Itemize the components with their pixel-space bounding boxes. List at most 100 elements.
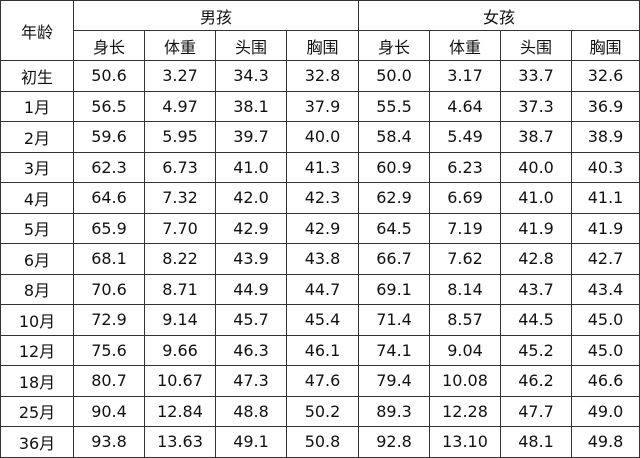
boy-weight-cell: 13.63 — [144, 426, 216, 458]
boy-weight-cell: 10.67 — [144, 365, 216, 397]
boy-chest-cell: 40.0 — [285, 121, 360, 153]
boy-head-cell: 39.7 — [215, 121, 287, 153]
boy-head-cell: 42.0 — [215, 182, 287, 214]
table-row: 3月 62.3 6.73 41.0 41.3 60.9 6.23 40.0 40.3 — [0, 151, 640, 183]
age-header: 年龄 — [0, 0, 74, 61]
girl-weight-cell: 13.10 — [429, 426, 502, 458]
girl-height-cell: 79.4 — [358, 365, 431, 397]
boy-chest-cell: 42.3 — [285, 182, 360, 214]
girl-height-cell: 55.5 — [358, 90, 431, 122]
boy-head-cell: 43.9 — [215, 243, 287, 275]
girl-chest-cell: 41.1 — [571, 182, 640, 214]
girl-head-cell: 41.9 — [500, 212, 573, 244]
boy-height-cell: 72.9 — [73, 304, 145, 336]
age-cell: 36月 — [0, 426, 74, 458]
girl-height-cell: 89.3 — [358, 395, 431, 427]
table-row: 36月 93.8 13.63 49.1 50.8 92.8 13.10 48.1 49.8 — [0, 426, 640, 458]
girl-chest-cell: 45.0 — [571, 304, 640, 336]
girl-chest-cell: 49.0 — [571, 395, 640, 427]
boy-height-cell: 68.1 — [73, 243, 145, 275]
boy-head-cell: 47.3 — [215, 365, 287, 397]
girl-head-cell: 37.3 — [500, 90, 573, 122]
table-row: 5月 65.9 7.70 42.9 42.9 64.5 7.19 41.9 41.9 — [0, 212, 640, 244]
boy-weight-cell: 9.14 — [144, 304, 216, 336]
boy-head-cell: 48.8 — [215, 395, 287, 427]
table-row: 初生 50.6 3.27 34.3 32.8 50.0 3.17 33.7 32.6 — [0, 60, 640, 92]
boy-head-cell: 38.1 — [215, 90, 287, 122]
girl-head-cell: 42.8 — [500, 243, 573, 275]
boy-weight-cell: 7.32 — [144, 182, 216, 214]
boy-height-cell: 56.5 — [73, 90, 145, 122]
boy-head-cell: 46.3 — [215, 334, 287, 366]
table-row: 10月 72.9 9.14 45.7 45.4 71.4 8.57 44.5 45.0 — [0, 304, 640, 336]
girl-weight-cell: 8.14 — [429, 273, 502, 305]
girl-chest-cell: 36.9 — [571, 90, 640, 122]
boy-height-cell: 62.3 — [73, 151, 145, 183]
girl-weight-cell: 7.19 — [429, 212, 502, 244]
boy-weight-cell: 9.66 — [144, 334, 216, 366]
boy-height-cell: 70.6 — [73, 273, 145, 305]
girl-head-cell: 47.7 — [500, 395, 573, 427]
girl-height-cell: 58.4 — [358, 121, 431, 153]
age-cell: 初生 — [0, 60, 74, 92]
table-body: 初生 50.6 3.27 34.3 32.8 50.0 3.17 33.7 32.6 1月 56.5… — [0, 60, 640, 458]
girl-weight-cell: 12.28 — [429, 395, 502, 427]
girl-chest-cell: 45.0 — [571, 334, 640, 366]
boy-height-header: 身长 — [73, 30, 145, 61]
boy-head-cell: 41.0 — [215, 151, 287, 183]
age-cell: 12月 — [0, 334, 74, 366]
boy-head-cell: 44.9 — [215, 273, 287, 305]
boy-chest-cell: 32.8 — [285, 60, 360, 92]
boy-chest-cell: 45.4 — [285, 304, 360, 336]
girl-chest-cell: 32.6 — [571, 60, 640, 92]
boy-chest-cell: 41.3 — [285, 151, 360, 183]
girl-weight-cell: 6.69 — [429, 182, 502, 214]
girl-head-cell: 41.0 — [500, 182, 573, 214]
girl-weight-cell: 5.49 — [429, 121, 502, 153]
boy-head-cell: 49.1 — [215, 426, 287, 458]
boy-head-cell: 34.3 — [215, 60, 287, 92]
girl-head-cell: 48.1 — [500, 426, 573, 458]
girl-chest-cell: 43.4 — [571, 273, 640, 305]
boy-height-cell: 64.6 — [73, 182, 145, 214]
boy-weight-cell: 7.70 — [144, 212, 216, 244]
age-cell: 10月 — [0, 304, 74, 336]
boy-height-cell: 75.6 — [73, 334, 145, 366]
boy-weight-cell: 4.97 — [144, 90, 216, 122]
table-row: 12月 75.6 9.66 46.3 46.1 74.1 9.04 45.2 45.0 — [0, 334, 640, 366]
girl-chest-header: 胸围 — [571, 30, 640, 61]
table-row: 8月 70.6 8.71 44.9 44.7 69.1 8.14 43.7 43.4 — [0, 273, 640, 305]
boy-head-header: 头围 — [215, 30, 287, 61]
girl-chest-cell: 42.7 — [571, 243, 640, 275]
girl-weight-cell: 9.04 — [429, 334, 502, 366]
girl-height-cell: 66.7 — [358, 243, 431, 275]
table-row: 6月 68.1 8.22 43.9 43.8 66.7 7.62 42.8 42.7 — [0, 243, 640, 275]
boy-chest-cell: 50.2 — [285, 395, 360, 427]
girl-chest-cell: 41.9 — [571, 212, 640, 244]
girl-chest-cell: 40.3 — [571, 151, 640, 183]
header-row-metrics: 身长 体重 头围 胸围 身长 体重 头围 胸围 — [1, 30, 640, 61]
table-row: 18月 80.7 10.67 47.3 47.6 79.4 10.08 46.2 46.6 — [0, 365, 640, 397]
girl-weight-cell: 6.23 — [429, 151, 502, 183]
boy-weight-cell: 8.71 — [144, 273, 216, 305]
boy-weight-cell: 3.27 — [144, 60, 216, 92]
boys-header: 男孩 — [72, 0, 360, 31]
boy-weight-cell: 8.22 — [144, 243, 216, 275]
boy-chest-cell: 42.9 — [285, 212, 360, 244]
girls-header: 女孩 — [358, 0, 640, 31]
boy-chest-cell: 43.8 — [285, 243, 360, 275]
girl-height-header: 身长 — [358, 30, 431, 61]
girl-height-cell: 92.8 — [358, 426, 431, 458]
boy-weight-cell: 5.95 — [144, 121, 216, 153]
boy-chest-cell: 37.9 — [285, 90, 360, 122]
age-cell: 18月 — [0, 365, 74, 397]
girl-height-cell: 50.0 — [358, 60, 431, 92]
age-cell: 8月 — [0, 273, 74, 305]
girl-head-cell: 45.2 — [500, 334, 573, 366]
age-cell: 4月 — [0, 182, 74, 214]
table-row: 25月 90.4 12.84 48.8 50.2 89.3 12.28 47.7 49.0 — [0, 395, 640, 427]
girl-height-cell: 74.1 — [358, 334, 431, 366]
girl-chest-cell: 46.6 — [571, 365, 640, 397]
table-row: 4月 64.6 7.32 42.0 42.3 62.9 6.69 41.0 41.1 — [0, 182, 640, 214]
